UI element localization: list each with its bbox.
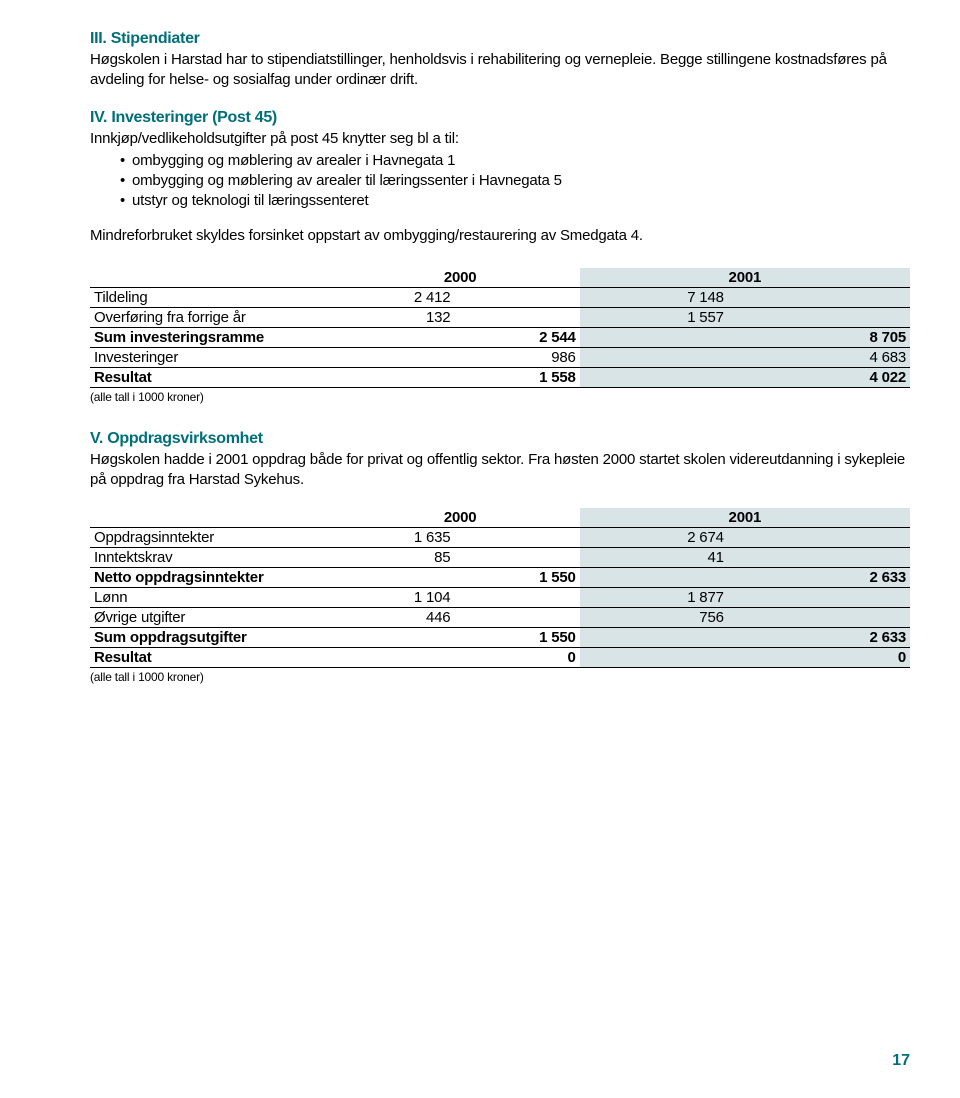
- cell: 4 683: [728, 347, 910, 367]
- row-label: Overføring fra forrige år: [90, 307, 341, 327]
- row-label: Øvrige utgifter: [90, 608, 341, 628]
- intro-investeringer: Innkjøp/vedlikeholdsutgifter på post 45 …: [90, 129, 910, 149]
- heading-investeringer: IV. Investeringer (Post 45): [90, 109, 910, 127]
- cell: [728, 307, 910, 327]
- cell: 1 550: [454, 628, 579, 648]
- cell: [728, 548, 910, 568]
- cell: [341, 367, 455, 387]
- table-row: Øvrige utgifter 446 756: [90, 608, 910, 628]
- cell: [454, 287, 579, 307]
- page-number: 17: [892, 1052, 910, 1070]
- cell: 2 674: [580, 528, 728, 548]
- heading-stipendiater: III. Stipendiater: [90, 30, 910, 48]
- section-oppdragsvirksomhet: V. Oppdragsvirksomhet Høgskolen hadde i …: [90, 430, 910, 491]
- year-2001: 2001: [580, 268, 910, 288]
- cell: 2 633: [728, 568, 910, 588]
- cell: [454, 307, 579, 327]
- cell: 986: [454, 347, 579, 367]
- table-row: Resultat 0 0: [90, 648, 910, 668]
- para-investeringer: Mindreforbruket skyldes forsinket oppsta…: [90, 226, 910, 246]
- body-stipendiater: Høgskolen i Harstad har to stipendiatsti…: [90, 50, 910, 91]
- year-2000: 2000: [341, 508, 580, 528]
- section-stipendiater: III. Stipendiater Høgskolen i Harstad ha…: [90, 30, 910, 91]
- table-oppdrag: 2000 2001 Oppdragsinntekter 1 635 2 674 …: [90, 508, 910, 668]
- bullet-item: utstyr og teknologi til læringssenteret: [120, 191, 910, 211]
- row-label: Resultat: [90, 367, 341, 387]
- table-footnote: (alle tall i 1000 kroner): [90, 390, 910, 404]
- cell: 41: [580, 548, 728, 568]
- cell: 85: [341, 548, 455, 568]
- year-2001: 2001: [580, 508, 910, 528]
- cell: [341, 648, 455, 668]
- cell: [341, 347, 455, 367]
- cell: 1 635: [341, 528, 455, 548]
- cell: 1 104: [341, 588, 455, 608]
- table-row: Lønn 1 104 1 877: [90, 588, 910, 608]
- row-label: Oppdragsinntekter: [90, 528, 341, 548]
- table-oppdrag-wrap: 2000 2001 Oppdragsinntekter 1 635 2 674 …: [90, 508, 910, 684]
- table-header-row: 2000 2001: [90, 508, 910, 528]
- cell: 1 557: [580, 307, 728, 327]
- body-oppdragsvirksomhet: Høgskolen hadde i 2001 oppdrag både for …: [90, 450, 910, 491]
- row-label: Lønn: [90, 588, 341, 608]
- cell: [454, 588, 579, 608]
- cell: 1 877: [580, 588, 728, 608]
- cell: 1 558: [454, 367, 579, 387]
- bullet-list-investeringer: ombygging og møblering av arealer i Havn…: [120, 151, 910, 212]
- cell: [341, 628, 455, 648]
- cell: [728, 528, 910, 548]
- row-label: Sum investeringsramme: [90, 327, 341, 347]
- cell: [728, 287, 910, 307]
- cell: 1 550: [454, 568, 579, 588]
- cell: [728, 608, 910, 628]
- table-row: Sum investeringsramme 2 544 8 705: [90, 327, 910, 347]
- row-label: Inntektskrav: [90, 548, 341, 568]
- cell: 2 633: [728, 628, 910, 648]
- year-2000: 2000: [341, 268, 580, 288]
- cell: [341, 568, 455, 588]
- row-label: Investeringer: [90, 347, 341, 367]
- cell: 7 148: [580, 287, 728, 307]
- table-row: Sum oppdragsutgifter 1 550 2 633: [90, 628, 910, 648]
- row-label: Resultat: [90, 648, 341, 668]
- cell: 4 022: [728, 367, 910, 387]
- cell: 0: [728, 648, 910, 668]
- row-label: Tildeling: [90, 287, 341, 307]
- row-label: Sum oppdragsutgifter: [90, 628, 341, 648]
- table-row: Oppdragsinntekter 1 635 2 674: [90, 528, 910, 548]
- table-investeringer-wrap: 2000 2001 Tildeling 2 412 7 148 Overføri…: [90, 268, 910, 404]
- cell: 2 412: [341, 287, 455, 307]
- cell: [580, 327, 728, 347]
- cell: [580, 568, 728, 588]
- bullet-item: ombygging og møblering av arealer i Havn…: [120, 151, 910, 171]
- cell: [580, 347, 728, 367]
- section-investeringer: IV. Investeringer (Post 45) Innkjøp/vedl…: [90, 109, 910, 246]
- table-investeringer: 2000 2001 Tildeling 2 412 7 148 Overføri…: [90, 268, 910, 388]
- cell: [580, 628, 728, 648]
- table-row: Tildeling 2 412 7 148: [90, 287, 910, 307]
- cell: [454, 608, 579, 628]
- cell: [454, 528, 579, 548]
- table-row: Inntektskrav 85 41: [90, 548, 910, 568]
- cell: [580, 367, 728, 387]
- cell: 0: [454, 648, 579, 668]
- table-header-row: 2000 2001: [90, 268, 910, 288]
- table-row: Overføring fra forrige år 132 1 557: [90, 307, 910, 327]
- cell: [341, 327, 455, 347]
- row-label: Netto oppdragsinntekter: [90, 568, 341, 588]
- cell: 132: [341, 307, 455, 327]
- table-row: Netto oppdragsinntekter 1 550 2 633: [90, 568, 910, 588]
- table-row: Investeringer 986 4 683: [90, 347, 910, 367]
- cell: 446: [341, 608, 455, 628]
- table-footnote: (alle tall i 1000 kroner): [90, 670, 910, 684]
- cell: [728, 588, 910, 608]
- table-row: Resultat 1 558 4 022: [90, 367, 910, 387]
- heading-oppdragsvirksomhet: V. Oppdragsvirksomhet: [90, 430, 910, 448]
- cell: 8 705: [728, 327, 910, 347]
- cell: 756: [580, 608, 728, 628]
- cell: 2 544: [454, 327, 579, 347]
- bullet-item: ombygging og møblering av arealer til læ…: [120, 171, 910, 191]
- cell: [580, 648, 728, 668]
- cell: [454, 548, 579, 568]
